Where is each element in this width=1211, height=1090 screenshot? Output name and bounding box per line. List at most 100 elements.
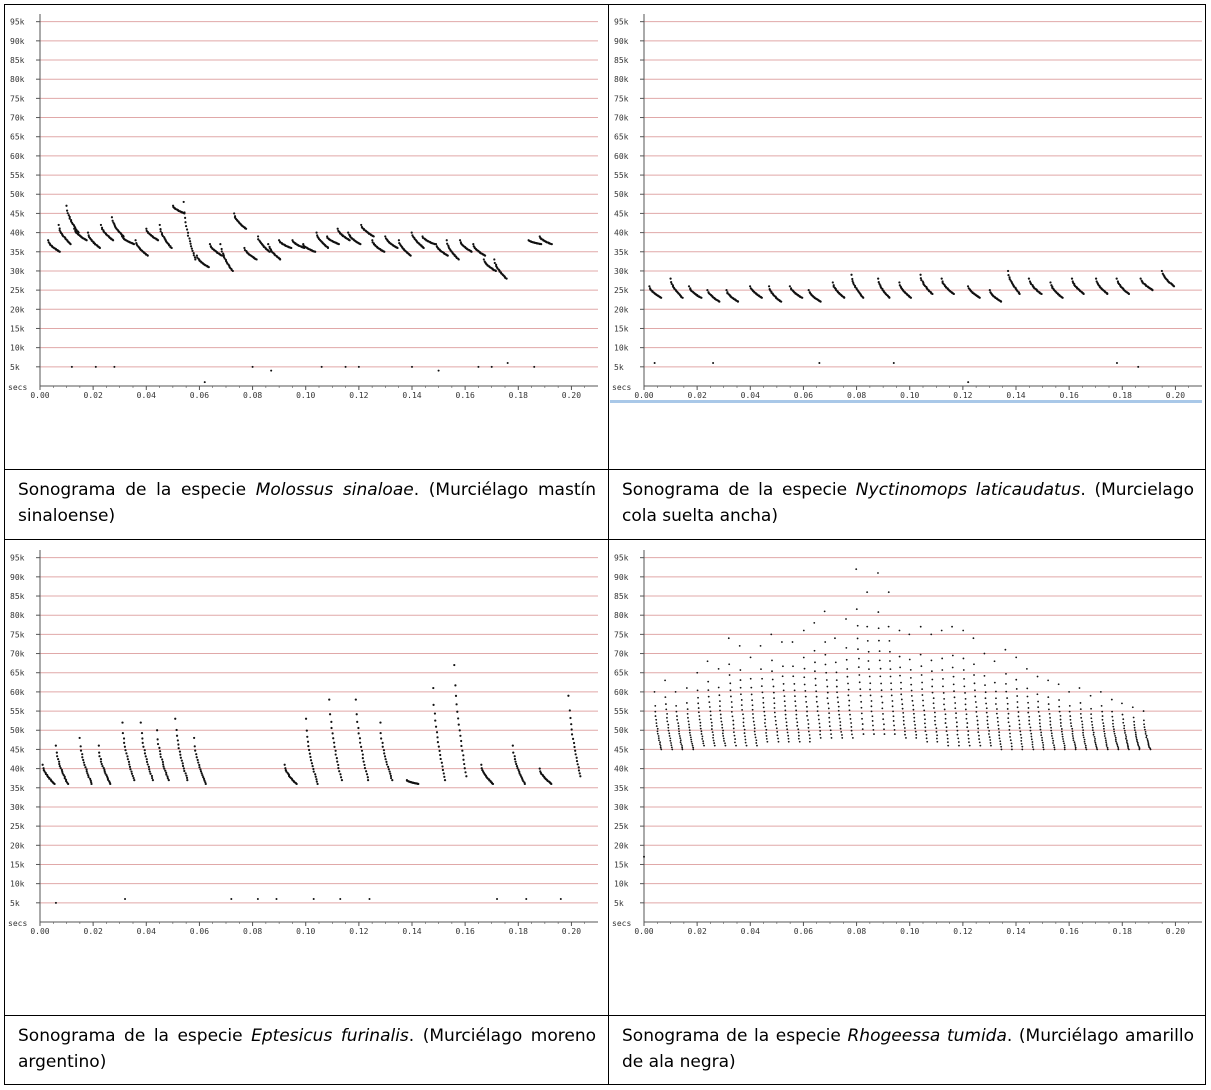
call-dot [720, 717, 722, 720]
call-pulse [919, 273, 934, 296]
call-dot [814, 677, 817, 680]
call-dot [943, 703, 945, 706]
call-dot [893, 728, 896, 731]
call-dot [919, 277, 922, 280]
call-dot [165, 773, 168, 776]
call-dot [755, 739, 758, 742]
call-dot [871, 715, 874, 718]
call-dot [745, 744, 748, 747]
call-dot [465, 775, 468, 778]
call-dot [1063, 742, 1065, 745]
x-tick-label: 0.18 [1113, 927, 1132, 936]
call-dot [462, 758, 465, 761]
call-dot [306, 735, 309, 738]
call-dot [902, 711, 905, 714]
call-dot [1009, 739, 1012, 742]
noise-dot [437, 369, 440, 372]
call-pulse [877, 277, 891, 299]
call-dot [762, 696, 765, 699]
call-pulse [538, 235, 553, 246]
call-dot [183, 211, 186, 214]
call-dot [901, 703, 904, 706]
call-dot [669, 737, 672, 740]
call-dot [893, 724, 895, 727]
call-dot [1018, 292, 1021, 296]
call-dot [1048, 712, 1051, 715]
call-dot [855, 608, 858, 611]
call-pulse [453, 663, 468, 778]
call-dot [847, 682, 849, 685]
call-dot [718, 694, 721, 697]
call-dot [1071, 727, 1074, 730]
call-dot [82, 761, 85, 764]
call-dot [900, 687, 902, 690]
call-dot [967, 730, 970, 733]
call-dot [570, 733, 574, 736]
call-dot [1049, 281, 1052, 284]
call-pulse [421, 235, 436, 246]
call-dot [58, 250, 61, 253]
call-dot [797, 737, 800, 740]
x-tick-label: 0.12 [953, 927, 972, 936]
call-dot [772, 685, 775, 688]
call-dot [919, 653, 922, 656]
call-dot [983, 652, 986, 655]
sonogram-nyctinomops: 5k 10k 15k 20k 25k 30k 35k 40k 45k 50k 55k 60k 65k 70… [610, 8, 1206, 403]
call-dot [1049, 720, 1052, 723]
call-dot [161, 760, 165, 764]
call-dot [1091, 726, 1094, 729]
call-pulse [834, 637, 844, 739]
call-dot [493, 261, 496, 265]
call-dot [1039, 728, 1042, 731]
call-dot [775, 723, 777, 726]
call-dot [978, 734, 980, 737]
call-dot [696, 689, 699, 692]
call-dot [974, 701, 977, 703]
call-dot [958, 744, 960, 747]
call-dot [1112, 725, 1115, 728]
call-dot [887, 625, 890, 628]
call-dot [731, 706, 733, 709]
call-pulse [1057, 683, 1066, 751]
call-dot [158, 223, 161, 227]
call-dot [845, 646, 848, 649]
call-dot [433, 712, 437, 715]
call-dot [659, 741, 661, 744]
call-dot [1050, 732, 1053, 735]
call-dot [1079, 708, 1082, 711]
call-dot [306, 740, 310, 743]
call-dot [148, 770, 151, 773]
call-dot [1008, 729, 1011, 731]
call-dot [122, 737, 126, 740]
call-dot [1111, 710, 1113, 713]
call-dot [1079, 702, 1082, 704]
x-tick-label: 0.18 [1113, 391, 1132, 400]
call-pulse [291, 239, 306, 250]
call-pulse [770, 633, 780, 743]
call-dot [794, 700, 797, 703]
call-dot [1083, 740, 1086, 743]
call-dot [128, 763, 131, 766]
y-tick-label: 25k [614, 286, 629, 295]
call-dot [1126, 744, 1129, 747]
call-dot [1117, 747, 1120, 749]
call-dot [1027, 277, 1031, 280]
call-dot [724, 742, 726, 745]
call-dot [985, 702, 988, 705]
call-dot [494, 269, 497, 273]
y-tick-label: 25k [614, 822, 629, 831]
call-dot [656, 730, 659, 733]
call-dot [199, 768, 202, 771]
call-dot [511, 744, 514, 747]
call-dot [98, 755, 101, 758]
call-dot [744, 735, 746, 738]
call-dot [1062, 738, 1064, 740]
x-axis-label: secs [612, 919, 631, 928]
call-dot [880, 695, 883, 698]
call-dot [964, 697, 967, 700]
call-pulse [706, 289, 721, 303]
call-dot [347, 231, 350, 234]
call-dot [310, 762, 314, 765]
call-dot [257, 238, 260, 241]
call-dot [687, 720, 690, 723]
